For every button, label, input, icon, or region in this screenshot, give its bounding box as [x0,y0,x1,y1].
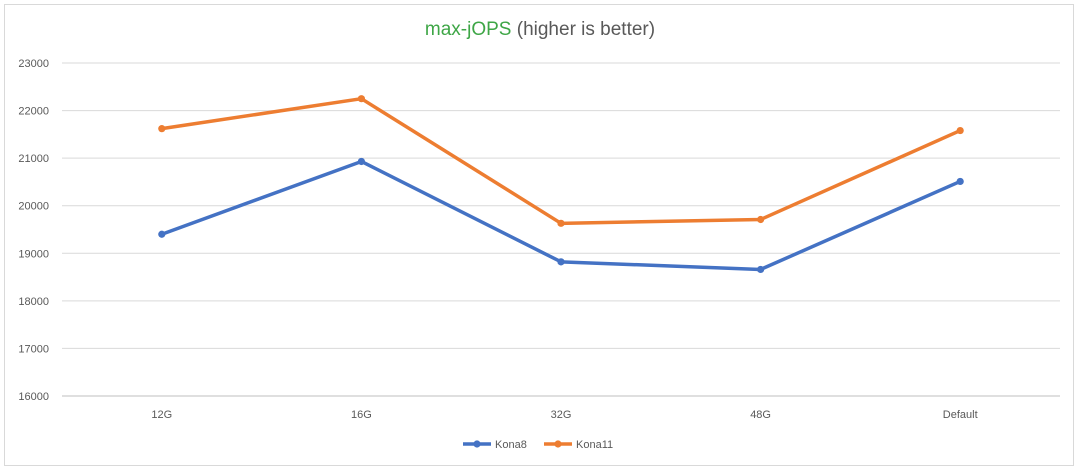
y-tick-label: 22000 [18,106,49,118]
chart-title-rest: (higher is better) [511,19,656,40]
x-tick-label: 12G [151,409,172,421]
x-tick-label: 32G [551,409,572,421]
y-tick-label: 21000 [18,153,49,165]
data-point-kona8 [956,177,964,186]
gridlines [62,62,1060,397]
legend: Kona8 Kona11 [463,439,613,451]
series-line-kona11 [160,96,962,226]
data-point-kona8 [357,157,365,166]
series-group [158,95,964,274]
x-tick-label: 48G [750,409,771,421]
x-tick-label: Default [943,409,978,421]
legend-marker-kona8 [473,440,481,448]
chart-title-accent: max-jOPS [424,19,512,40]
legend-marker-kona11 [554,440,562,448]
x-tick-label: 16G [351,409,372,421]
legend-label-kona11: Kona11 [576,439,613,451]
data-point-kona8 [757,265,765,274]
chart-frame [4,4,1074,466]
data-point-kona11 [357,95,365,103]
data-point-kona11 [956,126,964,135]
data-point-kona11 [557,219,565,227]
y-axis-ticks: 16000 17000 18000 19000 20000 21000 22000 23000 [18,58,49,403]
y-tick-label: 19000 [18,248,49,260]
data-point-kona11 [757,215,765,224]
legend-label-kona8: Kona8 [495,439,527,451]
y-tick-label: 17000 [18,343,49,355]
data-point-kona8 [557,258,565,266]
x-axis-ticks: 12G 16G 32G 48G Default [151,409,977,421]
y-tick-label: 16000 [18,391,49,403]
y-tick-label: 20000 [18,201,49,213]
y-tick-label: 23000 [18,58,49,70]
data-point-kona8 [158,230,166,238]
y-tick-label: 18000 [18,296,49,308]
data-point-kona11 [158,125,166,133]
chart-title: max-jOPS (higher is better) [0,19,1080,41]
